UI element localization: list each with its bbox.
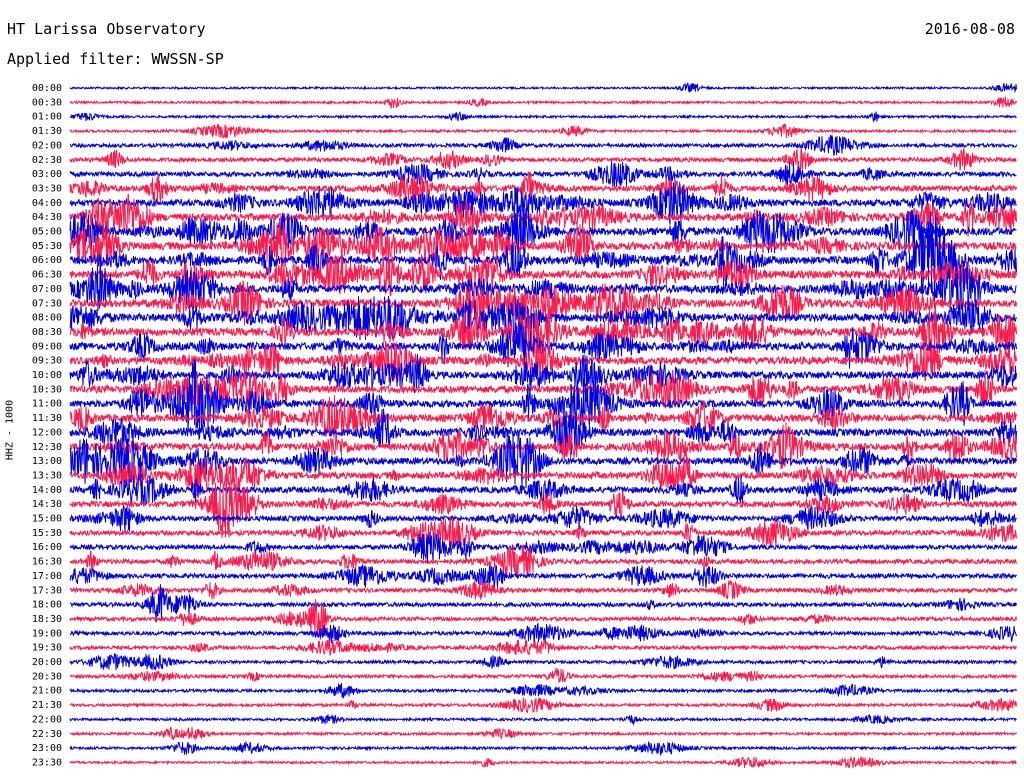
seismic-trace-row — [69, 433, 1017, 489]
seismic-trace-row — [69, 544, 1017, 579]
seismic-trace-row — [69, 82, 1017, 94]
seismic-trace-row — [69, 147, 1017, 173]
row-time-label: 19:00 — [32, 628, 62, 639]
seismic-trace-row — [69, 280, 1017, 326]
row-time-label: 18:30 — [32, 614, 62, 625]
row-time-label: 06:30 — [32, 270, 62, 281]
station-title: HT Larissa Observatory — [7, 20, 206, 38]
seismic-trace-row — [69, 341, 1017, 383]
seismic-trace-row — [69, 123, 1017, 139]
seismic-trace-row — [69, 254, 1017, 297]
row-time-label: 23:30 — [32, 757, 62, 768]
seismic-trace-row — [69, 638, 1017, 656]
row-time-label: 08:00 — [32, 313, 62, 324]
seismic-trace-row — [69, 422, 1017, 470]
seismic-trace-row — [69, 727, 1017, 742]
row-time-label: 15:30 — [32, 528, 62, 539]
row-time-label: 21:00 — [32, 686, 62, 697]
seismic-trace-row — [69, 531, 1017, 564]
row-time-label: 15:00 — [32, 514, 62, 525]
seismic-trace-row — [69, 454, 1017, 497]
row-time-label: 20:30 — [32, 671, 62, 682]
row-time-label: 07:00 — [32, 284, 62, 295]
row-time-label: 10:30 — [32, 384, 62, 395]
row-time-label: 00:00 — [32, 83, 62, 94]
row-time-label: 16:00 — [32, 542, 62, 553]
row-time-label: 07:30 — [32, 298, 62, 309]
seismic-trace-row — [69, 697, 1017, 713]
row-time-label: 08:30 — [32, 327, 62, 338]
seismic-trace-row — [69, 517, 1017, 549]
filter-label: Applied filter: WWSSN-SP — [7, 50, 224, 68]
seismic-trace-row — [69, 262, 1017, 316]
seismic-trace-row — [69, 193, 1017, 238]
seismic-trace-row — [70, 134, 1017, 156]
date-label: 2016-08-08 — [924, 20, 1015, 38]
seismic-trace-row — [69, 304, 1017, 358]
seismic-trace-row — [69, 584, 1017, 623]
seismic-trace-row — [69, 599, 1017, 640]
seismic-trace-row — [69, 652, 1017, 671]
seismic-trace-row — [69, 111, 1017, 123]
seismic-trace-row — [69, 354, 1017, 394]
seismic-trace-row — [69, 505, 1017, 532]
row-time-label: 13:00 — [32, 456, 62, 467]
seismic-trace-row — [69, 622, 1017, 645]
row-time-label: 00:30 — [32, 97, 62, 108]
seismic-trace-row — [69, 682, 1017, 699]
row-time-label: 03:00 — [32, 169, 62, 180]
row-time-label: 05:00 — [32, 227, 62, 238]
seismic-trace-row — [69, 473, 1017, 506]
row-time-label: 20:00 — [32, 657, 62, 668]
row-time-label: 19:30 — [32, 643, 62, 654]
row-time-label: 01:00 — [32, 112, 62, 123]
row-time-label: 12:30 — [32, 442, 62, 453]
row-time-label: 09:30 — [32, 356, 62, 367]
seismic-trace-row — [69, 667, 1017, 683]
row-time-label: 18:00 — [32, 600, 62, 611]
row-time-label: 02:30 — [32, 155, 62, 166]
seismic-trace-row — [69, 468, 1017, 539]
row-time-label: 10:00 — [32, 370, 62, 381]
row-time-label: 17:00 — [32, 571, 62, 582]
seismic-trace-row — [69, 579, 1017, 600]
row-time-label: 14:30 — [32, 499, 62, 510]
seismic-trace-row — [69, 369, 1017, 409]
seismic-trace-row — [69, 161, 1017, 188]
row-time-label: 13:30 — [32, 470, 62, 481]
seismic-trace-row — [69, 395, 1017, 442]
row-time-label: 04:30 — [32, 212, 62, 223]
seismic-trace-row — [69, 295, 1017, 341]
seismic-trace-row — [69, 564, 1017, 589]
seismic-trace-row — [69, 96, 1017, 110]
row-time-label: 05:30 — [32, 241, 62, 252]
row-time-label: 04:00 — [32, 198, 62, 209]
seismic-trace-row — [69, 408, 1017, 455]
row-time-label: 14:00 — [32, 485, 62, 496]
row-time-label: 23:00 — [32, 743, 62, 754]
row-time-label: 22:30 — [32, 729, 62, 740]
seismic-trace-row — [69, 755, 1017, 769]
seismic-trace-row — [69, 205, 1017, 255]
row-time-label: 11:30 — [32, 413, 62, 424]
seismic-trace-row — [69, 217, 1017, 274]
row-time-label: 03:30 — [32, 183, 62, 194]
row-time-label: 06:00 — [32, 255, 62, 266]
row-time-label: 22:00 — [32, 714, 62, 725]
seismic-trace-row — [69, 740, 1017, 756]
row-time-label: 01:30 — [32, 126, 62, 137]
seismic-trace-row — [69, 358, 1017, 439]
seismic-trace-row — [69, 713, 1017, 726]
row-time-label: 12:00 — [32, 427, 62, 438]
row-time-label: 09:00 — [32, 341, 62, 352]
seismic-trace-row — [69, 179, 1017, 225]
row-time-label: 02:00 — [32, 140, 62, 151]
row-time-label: 17:30 — [32, 585, 62, 596]
seismic-trace-row — [69, 171, 1017, 205]
row-time-label: 21:30 — [32, 700, 62, 711]
row-time-label: 16:30 — [32, 557, 62, 568]
seismic-trace-row — [69, 211, 1017, 308]
row-time-label: 11:00 — [32, 399, 62, 410]
